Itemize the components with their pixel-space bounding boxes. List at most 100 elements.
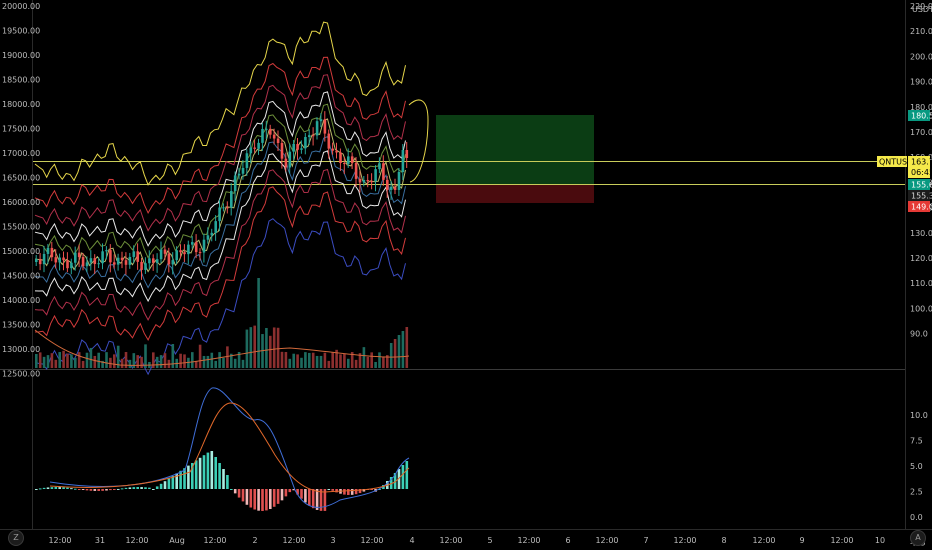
- volume-bar: [354, 359, 358, 368]
- macd-histogram-bar: [296, 489, 299, 495]
- band-line: [34, 150, 406, 303]
- volume-bar: [249, 327, 253, 368]
- candle-body: [136, 251, 139, 262]
- log-scale-button[interactable]: Z: [8, 530, 24, 546]
- macd-histogram-bar: [97, 489, 100, 491]
- right-axis-tick: 190.0: [910, 78, 932, 87]
- time-axis-tick: 9: [799, 536, 804, 545]
- macd-histogram-bar: [218, 463, 221, 489]
- auto-scale-button[interactable]: A: [910, 530, 926, 546]
- macd-histogram-bar: [272, 489, 276, 507]
- volume-bars: [34, 278, 410, 368]
- macd-histogram-bar: [347, 489, 350, 495]
- macd-histogram-bar: [89, 489, 93, 491]
- macd-histogram-bar: [280, 489, 284, 501]
- left-axis-tick: 13000.00: [2, 345, 40, 354]
- candle-body: [233, 175, 237, 192]
- candle-body: [378, 163, 381, 170]
- candle-body: [163, 249, 167, 254]
- left-axis-tick: 14500.00: [2, 272, 40, 281]
- candle-body: [339, 152, 342, 164]
- right-axis-tick: 100.0: [910, 304, 932, 313]
- volume-bar: [230, 353, 233, 368]
- time-axis-tick: 12:00: [360, 536, 383, 545]
- volume-bar: [296, 354, 299, 368]
- candle-body: [214, 221, 217, 233]
- right-price-axis[interactable]: 220.0210.0200.0190.0180.0170.0160.0150.0…: [910, 2, 932, 339]
- volume-bar: [89, 347, 93, 368]
- candle-body: [191, 242, 194, 245]
- volume-bar: [401, 331, 405, 368]
- left-axis-tick: 18500.00: [2, 76, 40, 85]
- take-profit-tag: 180.5: [908, 110, 932, 121]
- candle-body: [140, 261, 143, 270]
- candle-body: [296, 143, 299, 150]
- stop-loss-zone[interactable]: [436, 184, 594, 203]
- macd-histogram-bar: [331, 489, 334, 491]
- macd-histogram-bar: [38, 488, 42, 490]
- candle-body: [144, 263, 147, 270]
- volume-bar: [202, 355, 206, 368]
- volume-bar: [358, 353, 362, 368]
- right-axis-tick: 210.0: [910, 27, 932, 36]
- entry-lower-value: 155.3: [911, 192, 932, 201]
- volume-bar: [335, 349, 338, 368]
- time-axis-tick: 5: [487, 536, 492, 545]
- volume-bar: [374, 361, 377, 368]
- volume-bar: [81, 360, 85, 368]
- macd-histogram-bar: [401, 465, 405, 489]
- left-axis-tick: 17500.00: [2, 125, 40, 134]
- candle-body: [241, 167, 245, 174]
- macd-histogram-bar: [77, 489, 81, 490]
- time-axis-tick: 8: [721, 536, 726, 545]
- candle-body: [93, 258, 97, 265]
- right-axis-tick: 200.0: [910, 52, 932, 61]
- candle-body: [249, 147, 253, 154]
- volume-bar: [253, 325, 256, 368]
- volume-bar: [38, 352, 42, 368]
- volume-bar: [159, 355, 163, 368]
- macd-histogram-bar: [253, 489, 256, 510]
- candle-body: [393, 186, 397, 190]
- macd-axis[interactable]: 10.07.55.02.50.0-2.5: [910, 411, 928, 548]
- volume-bar: [378, 352, 381, 368]
- volume-bar: [109, 357, 112, 368]
- left-axis-tick: 17000.00: [2, 149, 40, 158]
- volume-bar: [42, 356, 46, 368]
- macd-histogram-bar: [58, 487, 61, 489]
- candle-body: [253, 147, 256, 149]
- volume-bar: [245, 329, 249, 368]
- symbol-price-tag[interactable]: QNTUSDT: [877, 156, 918, 167]
- candle-body: [81, 257, 85, 267]
- time-axis[interactable]: 12:00 31 12:00 Aug 12:00 2 12:00 3 12:00 4 12:00 5 1…: [48, 536, 885, 545]
- candle-body: [58, 257, 61, 263]
- band-line: [34, 168, 406, 321]
- volume-bar: [269, 335, 272, 368]
- candle-body: [74, 252, 77, 263]
- volume-bar: [132, 353, 136, 368]
- left-price-axis[interactable]: 20000.00 19500.00 19000.00 18500.00 18000.00…: [2, 2, 40, 379]
- macd-histogram-bar: [335, 489, 338, 493]
- take-profit-value: 180.5: [911, 112, 932, 121]
- volume-ma-line: [34, 329, 410, 366]
- candle-body: [386, 179, 389, 190]
- macd-histogram-bar: [109, 489, 112, 491]
- take-profit-zone[interactable]: [436, 115, 594, 184]
- time-axis-tick: 7: [643, 536, 648, 545]
- macd-histogram-bar: [358, 489, 362, 494]
- macd-axis-tick: 7.5: [910, 437, 923, 446]
- volume-bar: [46, 355, 50, 368]
- candle-body: [183, 252, 186, 255]
- volume-bar: [382, 356, 385, 368]
- left-axis-tick: 18000.00: [2, 100, 40, 109]
- candle-body: [210, 232, 214, 236]
- candle-body: [245, 153, 249, 168]
- volume-bar: [155, 356, 159, 368]
- volume-bar: [265, 327, 268, 368]
- volume-bar: [389, 343, 393, 368]
- candle-body: [62, 257, 65, 261]
- band-line: [34, 218, 406, 376]
- time-axis-tick: 10: [875, 536, 885, 545]
- candle-body: [97, 263, 100, 265]
